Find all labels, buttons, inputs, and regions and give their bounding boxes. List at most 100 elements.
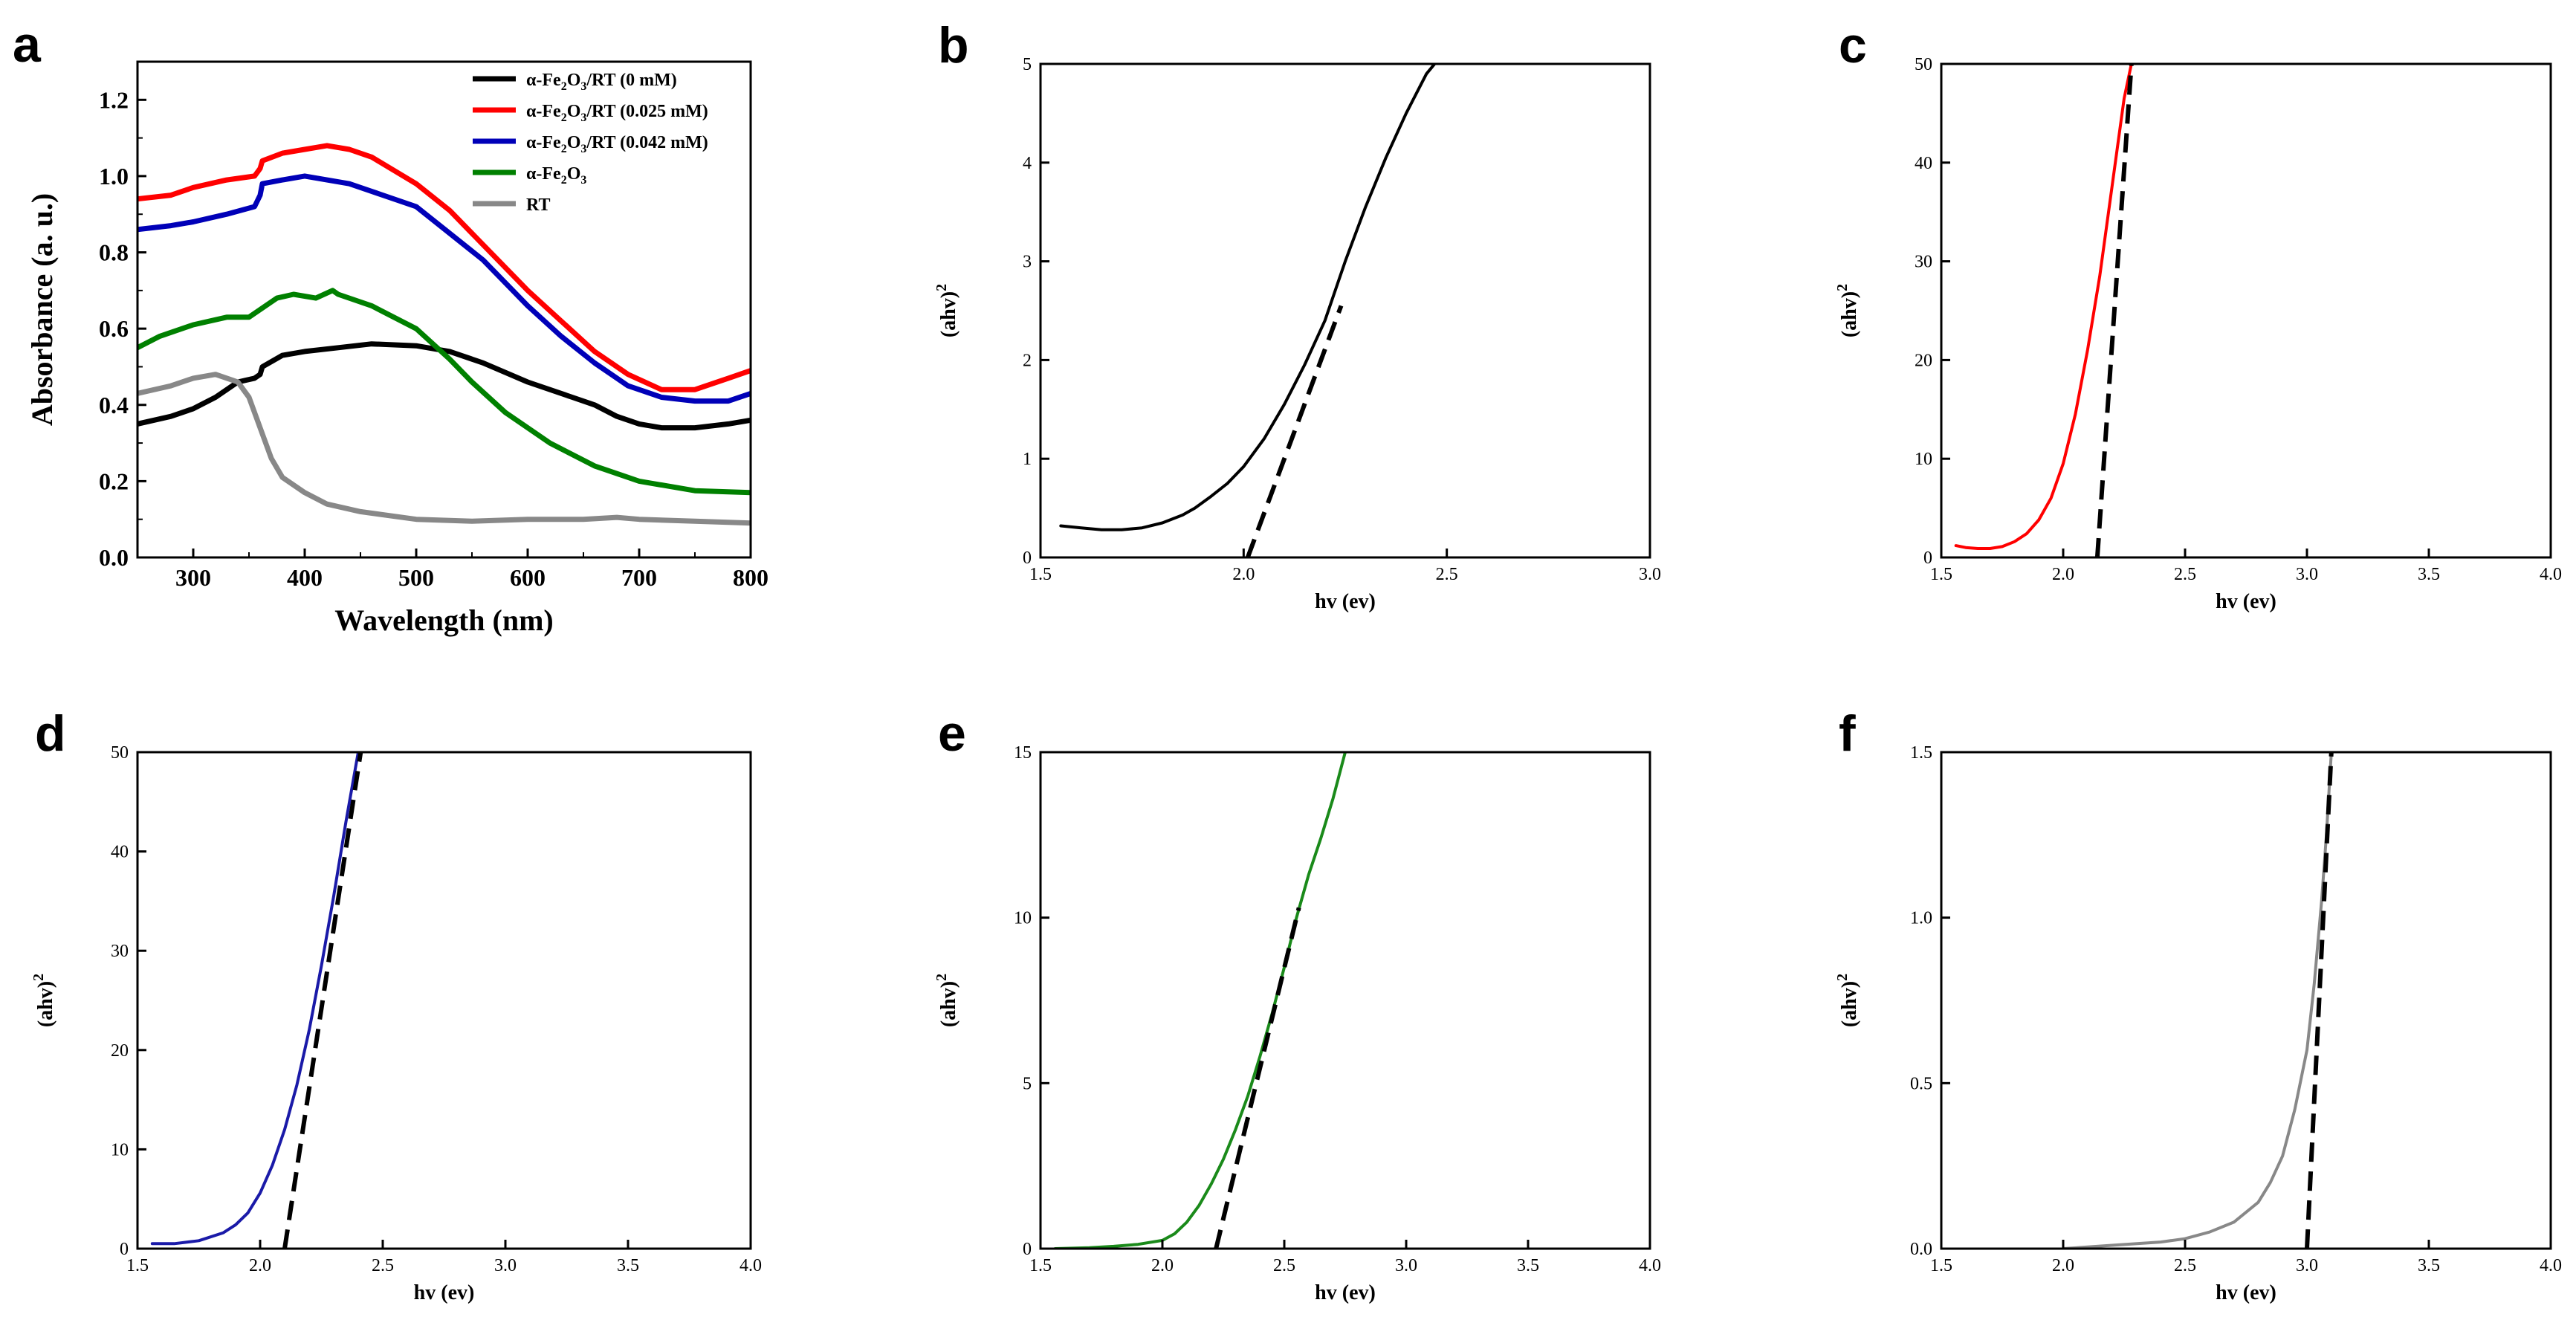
y-tick-label: 30: [1915, 253, 1932, 272]
x-tick-label: 2.0: [249, 1256, 271, 1275]
absorption-curve: [1059, 64, 1437, 531]
x-tick-label: 600: [510, 564, 546, 591]
x-tick-label: 2.0: [1232, 565, 1255, 584]
plot-frame: [1940, 751, 2552, 1250]
x-tick-label: 2.0: [2052, 1256, 2074, 1275]
series-line-4: [137, 372, 751, 526]
y-tick-label: 1.0: [1910, 909, 1932, 928]
y-tick-label: 0.6: [99, 315, 129, 342]
plot-frame: [1039, 62, 1651, 559]
x-axis-label: hv (ev): [1315, 1281, 1376, 1304]
y-tick-label: 15: [1014, 743, 1032, 763]
x-axis-label: hv (ev): [1315, 590, 1376, 613]
x-tick-label: 700: [621, 564, 657, 591]
y-tick-label: 40: [1915, 154, 1932, 173]
panel-c: c 1.5 2.0 2.5 3.0 3.5 4.0 0 10 20 30 40 50 hv (ev) (ah…: [1834, 17, 2562, 613]
x-tick-label: 4.0: [2540, 1256, 2562, 1275]
panel-letter: b: [938, 17, 969, 74]
x-axis-label: hv (ev): [2216, 590, 2276, 613]
panel-b: b 1.5 2.0 2.5 3.0 0 1 2 3 4 5 hv (ev) (ahv)2: [933, 17, 1661, 613]
x-axis-label: hv (ev): [414, 1281, 475, 1304]
y-tick-label: 4: [1023, 154, 1032, 173]
series-line-0: [137, 341, 751, 431]
y-tick-label: 50: [1915, 55, 1932, 74]
panel-a: a 300 400 500 600 700 800 0.0 0.2 0.4 0.6 0.8 1.0 1.2…: [13, 16, 768, 637]
absorption-curve: [1954, 64, 2133, 550]
y-tick-label: 1.2: [99, 86, 129, 113]
y-tick-label: 1.0: [99, 163, 129, 190]
y-tick-label: 0.2: [99, 468, 129, 494]
x-tick-label: 1.5: [1930, 1256, 1952, 1275]
panel-f: f 1.5 2.0 2.5 3.0 3.5 4.0 0.0 0.5 1.0 1.5 hv (ev) (a…: [1834, 705, 2562, 1304]
x-tick-label: 1.5: [1930, 565, 1952, 584]
y-tick-label: 40: [111, 843, 129, 862]
legend-label: RT: [526, 195, 551, 215]
panel-d: d 1.5 2.0 2.5 3.0 3.5 4.0 0 10 20 30 40 50 hv (ev) (ah…: [30, 705, 762, 1304]
panel-letter: c: [1839, 17, 1867, 74]
x-tick-label: 3.5: [617, 1256, 639, 1275]
y-axis-label: Absorbance (a. u.): [25, 193, 59, 426]
series-line-2: [137, 173, 751, 404]
x-axis-label: Wavelength (nm): [334, 604, 553, 637]
panel-letter: d: [35, 705, 66, 762]
y-tick-label: 5: [1023, 55, 1032, 74]
x-tick-label: 3.0: [494, 1256, 517, 1275]
legend-label: α-Fe2O3/RT (0.025 mM): [526, 102, 708, 124]
y-tick-label: 0.0: [99, 544, 129, 571]
x-tick-label: 2.5: [2174, 1256, 2196, 1275]
x-tick-label: 1.5: [1029, 1256, 1052, 1275]
x-tick-label: 3.0: [1395, 1256, 1417, 1275]
y-tick-label: 30: [111, 942, 129, 961]
absorption-curve: [1053, 752, 1347, 1249]
y-tick-label: 0: [1023, 1240, 1032, 1259]
x-tick-label: 300: [175, 564, 211, 591]
y-tick-label: 0.5: [1910, 1074, 1932, 1093]
x-tick-label: 2.5: [2174, 565, 2196, 584]
y-tick-label: 0: [1023, 549, 1032, 568]
tauc-fit-line: [1214, 907, 1301, 1249]
panel-letter: e: [938, 705, 966, 762]
y-tick-label: 0.0: [1910, 1240, 1932, 1259]
y-axis-label: (ahv)2: [933, 284, 960, 337]
legend-label: α-Fe2O3/RT (0.042 mM): [526, 133, 708, 155]
x-tick-label: 3.5: [2418, 565, 2440, 584]
y-axis-label: (ahv)2: [1834, 284, 1861, 337]
y-tick-label: 0.8: [99, 239, 129, 266]
panel-letter: a: [13, 16, 42, 73]
x-axis-label: hv (ev): [2216, 1281, 2276, 1304]
x-tick-label: 2.5: [1273, 1256, 1295, 1275]
x-tick-label: 800: [733, 564, 768, 591]
panel-letter: f: [1839, 705, 1856, 762]
x-tick-label: 2.5: [372, 1256, 394, 1275]
plot-frame: [1039, 751, 1651, 1250]
x-tick-label: 3.5: [1517, 1256, 1539, 1275]
y-tick-label: 1: [1023, 450, 1032, 469]
tauc-fit-line: [2094, 64, 2134, 557]
x-tick-label: 3.0: [2296, 1256, 2318, 1275]
legend-label: α-Fe2O3: [526, 164, 586, 187]
y-tick-label: 50: [111, 743, 129, 763]
y-tick-label: 10: [111, 1140, 129, 1159]
x-tick-label: 1.5: [126, 1256, 149, 1275]
y-tick-label: 0.4: [99, 392, 129, 418]
x-tick-label: 1.5: [1029, 565, 1052, 584]
y-tick-label: 5: [1023, 1074, 1032, 1093]
panel-e: e 1.5 2.0 2.5 3.0 3.5 4.0 0 5 10 15 hv (ev) (ahv)2: [933, 705, 1661, 1304]
x-tick-label: 4.0: [1639, 1256, 1661, 1275]
y-tick-label: 0: [1923, 549, 1932, 568]
y-tick-label: 0: [120, 1240, 129, 1259]
x-tick-label: 2.0: [2052, 565, 2074, 584]
plot-frame: [136, 60, 752, 559]
y-tick-label: 20: [111, 1041, 129, 1061]
x-tick-label: 4.0: [740, 1256, 762, 1275]
y-tick-label: 10: [1014, 909, 1032, 928]
x-tick-label: 500: [398, 564, 434, 591]
x-tick-label: 2.5: [1436, 565, 1458, 584]
plot-frame: [136, 751, 752, 1250]
legend-label: α-Fe2O3/RT (0 mM): [526, 71, 677, 93]
x-tick-label: 2.0: [1151, 1256, 1174, 1275]
x-tick-label: 3.0: [1639, 565, 1661, 584]
tauc-fit-line: [1245, 305, 1344, 557]
absorption-curve: [2062, 752, 2333, 1249]
y-tick-label: 2: [1023, 351, 1032, 370]
